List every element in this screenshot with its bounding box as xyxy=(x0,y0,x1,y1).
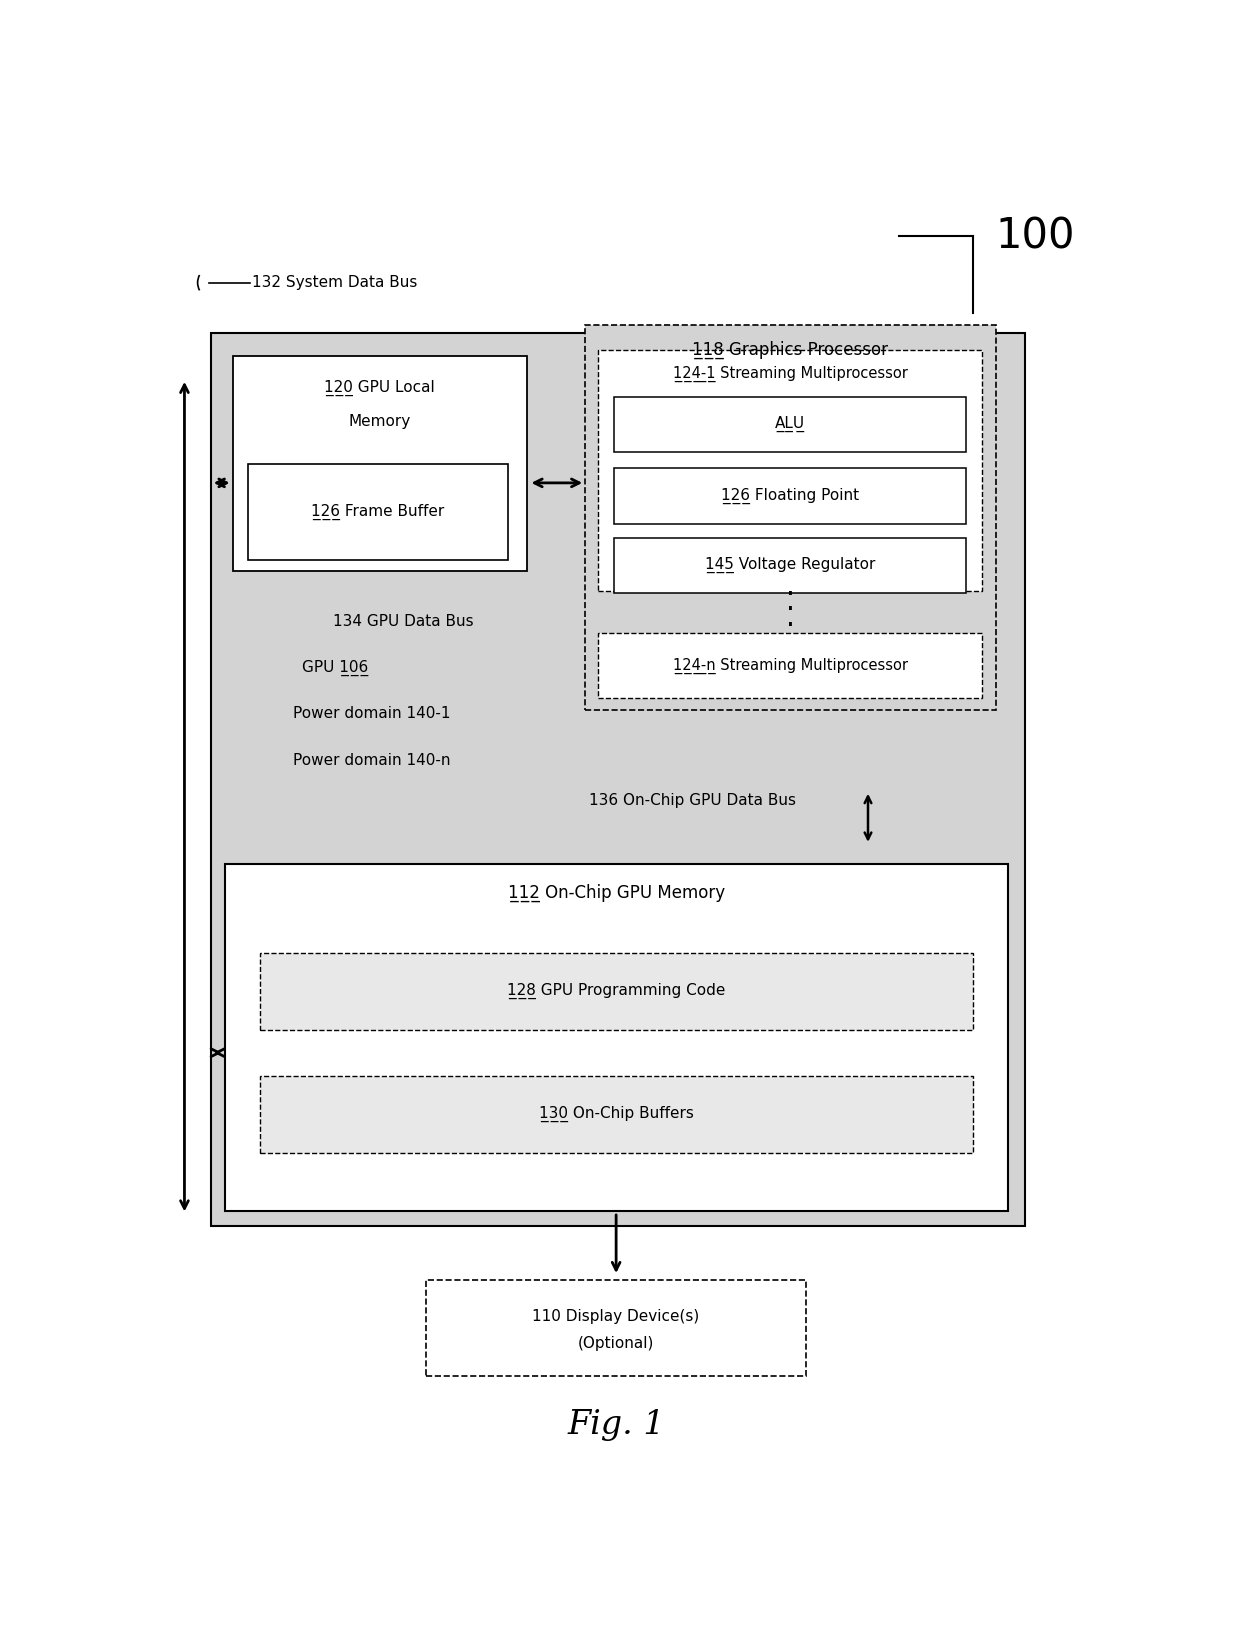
Text: 1̲2̲6̲ Floating Point: 1̲2̲6̲ Floating Point xyxy=(720,488,859,504)
Bar xyxy=(427,1280,806,1377)
Bar xyxy=(211,332,1024,1226)
Bar xyxy=(614,468,966,524)
Bar xyxy=(614,396,966,452)
Text: .: . xyxy=(786,573,795,601)
Bar xyxy=(259,953,972,1030)
Text: Fig. 1: Fig. 1 xyxy=(568,1408,665,1441)
Text: Power domain 140-1: Power domain 140-1 xyxy=(293,707,451,722)
Text: Memory: Memory xyxy=(348,414,410,429)
Bar xyxy=(233,355,527,571)
Text: 1̲4̲5̲ Voltage Regulator: 1̲4̲5̲ Voltage Regulator xyxy=(704,557,875,573)
Bar xyxy=(224,864,1007,1210)
Text: 100: 100 xyxy=(996,216,1075,257)
Text: 1̲2̲6̲ Frame Buffer: 1̲2̲6̲ Frame Buffer xyxy=(311,504,444,521)
Text: 1̲2̲8̲ GPU Programming Code: 1̲2̲8̲ GPU Programming Code xyxy=(507,982,725,999)
Bar xyxy=(598,634,982,699)
Text: 1̲3̲0̲ On-Chip Buffers: 1̲3̲0̲ On-Chip Buffers xyxy=(538,1107,693,1123)
Text: Power domain 140-n: Power domain 140-n xyxy=(293,753,451,768)
Bar xyxy=(259,1076,972,1152)
Text: 110 Display Device(s): 110 Display Device(s) xyxy=(532,1310,699,1324)
Text: 134 GPU Data Bus: 134 GPU Data Bus xyxy=(332,614,474,629)
Text: 136 On-Chip GPU Data Bus: 136 On-Chip GPU Data Bus xyxy=(589,794,796,809)
Text: .: . xyxy=(786,588,795,616)
Bar xyxy=(614,537,966,593)
Text: 1̲2̲0̲ GPU Local: 1̲2̲0̲ GPU Local xyxy=(325,380,435,396)
Text: 1̲2̲4̲-̲1̲ Streaming Multiprocessor: 1̲2̲4̲-̲1̲ Streaming Multiprocessor xyxy=(672,365,908,381)
Bar xyxy=(248,463,507,560)
Bar xyxy=(585,326,996,710)
Text: (Optional): (Optional) xyxy=(578,1336,655,1351)
Text: 132 System Data Bus: 132 System Data Bus xyxy=(252,275,417,290)
Text: GPU 1̲0̲6̲: GPU 1̲0̲6̲ xyxy=(303,660,368,676)
Text: .: . xyxy=(786,604,795,632)
Text: 1̲1̲8̲ Graphics Processor: 1̲1̲8̲ Graphics Processor xyxy=(692,340,889,359)
Text: 1̲2̲4̲-̲​̲n̲ Streaming Multiprocessor: 1̲2̲4̲-̲​̲n̲ Streaming Multiprocessor xyxy=(672,658,908,674)
Text: A̲L̲U̲: A̲L̲U̲ xyxy=(775,416,805,432)
Text: 1̲1̲2̲ On-Chip GPU Memory: 1̲1̲2̲ On-Chip GPU Memory xyxy=(507,884,724,902)
Bar xyxy=(598,350,982,591)
